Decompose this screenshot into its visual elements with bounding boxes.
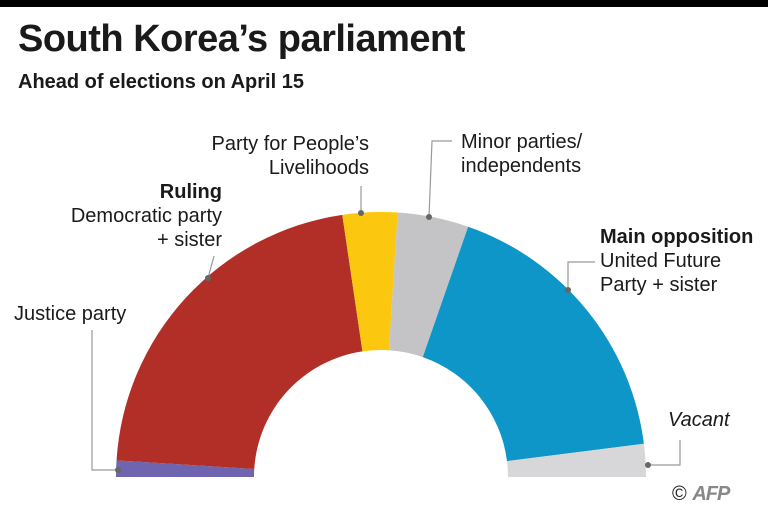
leader-dot-justice [115,467,121,473]
label-opposition-line-2: Party + sister [600,274,718,296]
chart-subtitle: Ahead of elections on April 15 [18,71,304,93]
label-minor-line-2: independents [461,155,581,177]
label-ppl-line-1: Party for People’s [212,133,370,155]
seat-segment-justice [116,460,255,477]
leader-line-vacant [648,440,681,466]
label-opposition-line-1: United Future [600,250,721,272]
label-ruling-line-1: Democratic party [71,205,222,227]
label-header-opposition: Main opposition [600,226,753,248]
leader-line-opposition [567,261,595,290]
seat-segment-ppl [342,212,398,352]
leader-dot-ruling [205,275,211,281]
leader-dot-vacant [645,462,651,468]
label-minor-line-1: Minor parties/ [461,131,583,153]
leader-dot-ppl [358,210,364,216]
label-ppl-line-2: Livelihoods [269,157,369,179]
seat-segment-minor [388,212,469,358]
label-justice-line-1: Justice party [14,303,126,325]
seat-segment-ruling [116,214,363,470]
seat-segment-opposition [422,226,644,462]
label-header-ruling: Ruling [160,181,222,203]
label-ruling-line-2: + sister [157,229,222,251]
top-rule [0,0,768,7]
label-vacant-line-1: Vacant [668,409,731,431]
chart-title: South Korea’s parliament [18,18,465,60]
afp-logo: AFP [692,483,730,505]
leader-line-ruling [207,255,215,279]
credit: © AFP [672,483,730,506]
copyright-symbol: © [672,483,687,505]
seat-segment-vacant [506,443,646,477]
leader-line-justice [91,330,118,471]
leader-dot-minor [426,214,432,220]
leader-dot-opposition [565,287,571,293]
leader-line-minor [428,140,452,218]
